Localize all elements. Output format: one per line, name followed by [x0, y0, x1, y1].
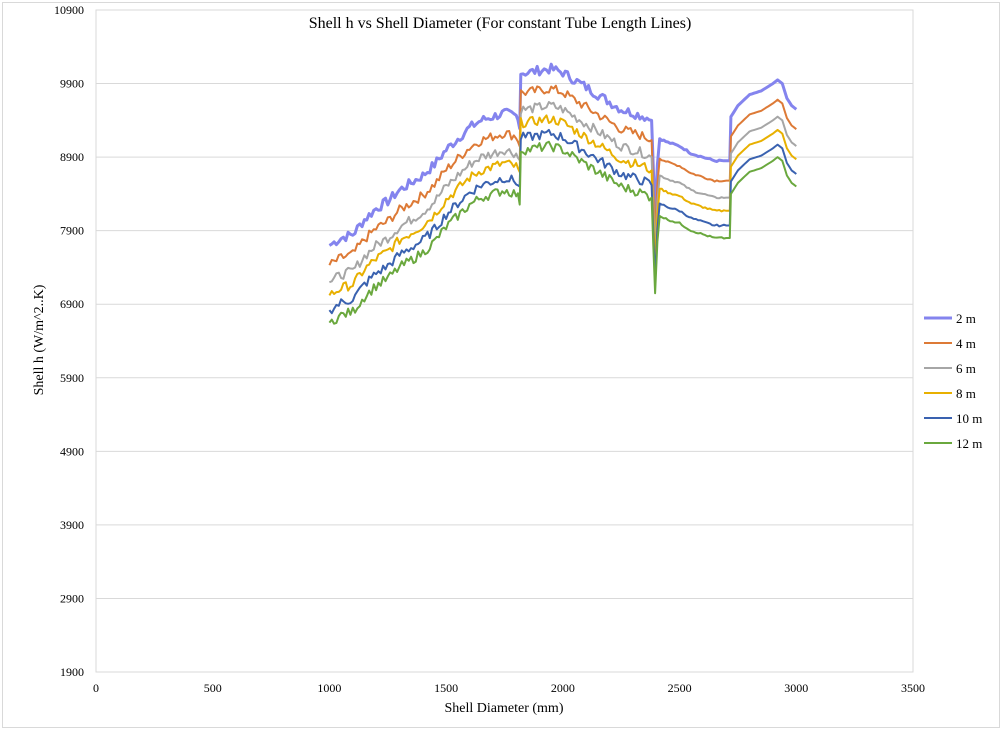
x-tick-label: 2000	[551, 681, 575, 695]
y-tick-label: 3900	[60, 518, 84, 532]
y-tick-label: 6900	[60, 297, 84, 311]
plot-frame	[95, 9, 914, 673]
y-tick-label: 7900	[60, 224, 84, 238]
legend-label: 2 m	[956, 311, 976, 326]
series-lines	[328, 62, 798, 325]
y-axis-title: Shell h (W/m^2..K)	[32, 284, 47, 395]
x-axis-title: Shell Diameter (mm)	[445, 701, 564, 716]
series-line-6m	[329, 101, 797, 284]
y-tick-label: 2900	[60, 591, 84, 605]
legend-label: 4 m	[956, 336, 976, 351]
series-line-4m	[328, 84, 797, 266]
x-tick-label: 3500	[901, 681, 925, 695]
legend: 2 m 4 m 6 m 8 m 10 m 12 m	[924, 311, 982, 451]
y-tick-labels: 1900 2900 3900 4900 5900 6900 7900 8900 9900 1090…	[54, 3, 84, 679]
chart-title: Shell h vs Shell Diameter (For constant …	[309, 15, 692, 32]
legend-label: 6 m	[956, 361, 976, 376]
x-tick-label: 3000	[784, 681, 808, 695]
x-tick-label: 1000	[317, 681, 341, 695]
series-line-8m	[328, 114, 797, 296]
legend-label: 10 m	[956, 411, 982, 426]
series-line-12m	[328, 140, 797, 325]
legend-label: 12 m	[956, 436, 982, 451]
legend-label: 8 m	[956, 386, 976, 401]
x-tick-label: 500	[204, 681, 222, 695]
series-line-2m	[328, 62, 798, 247]
y-tick-label: 5900	[60, 371, 84, 385]
y-tick-label: 10900	[54, 3, 84, 17]
y-tick-label: 8900	[60, 150, 84, 164]
x-tick-label: 2500	[668, 681, 692, 695]
y-tick-label: 4900	[60, 444, 84, 458]
y-tick-label: 1900	[60, 665, 84, 679]
plot-border	[95, 9, 914, 673]
series-line-10m	[328, 128, 797, 315]
x-tick-label: 0	[93, 681, 99, 695]
x-tick-labels: 0 500 1000 1500 2000 2500 3000 3500	[93, 681, 925, 695]
y-tick-label: 9900	[60, 77, 84, 91]
x-tick-label: 1500	[434, 681, 458, 695]
